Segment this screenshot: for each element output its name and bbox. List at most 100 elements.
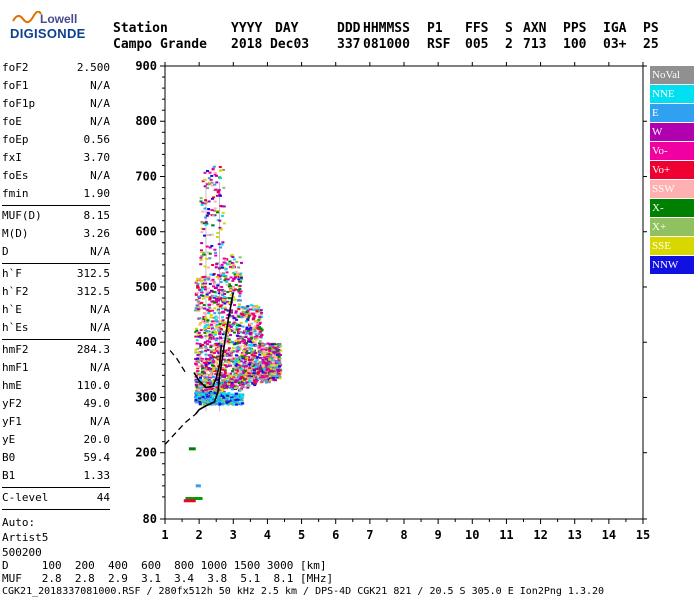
digisonde-logo: Lowell DIGISONDE xyxy=(6,8,106,48)
echo-point xyxy=(253,363,257,366)
echo-point xyxy=(259,335,263,338)
echo-point xyxy=(222,296,226,299)
echo-point xyxy=(229,311,233,314)
echo-point xyxy=(258,350,262,353)
echo-point xyxy=(211,328,215,331)
echo-point xyxy=(218,332,222,335)
param-row-clevel: C-level 44 xyxy=(2,489,110,507)
echo-point xyxy=(216,395,220,398)
echo-point xyxy=(223,350,227,353)
echo-point xyxy=(195,385,199,388)
echo-point xyxy=(242,314,246,317)
header-value-1: 2018 xyxy=(231,37,263,52)
echo-point xyxy=(235,363,239,366)
echo-point xyxy=(201,367,205,370)
echo-point xyxy=(255,362,259,365)
echo-point xyxy=(243,330,247,333)
param-value: 312.5 xyxy=(76,285,110,298)
echo-point xyxy=(204,377,208,380)
echo-point xyxy=(264,366,268,369)
echo-point xyxy=(195,291,199,294)
echo-point xyxy=(253,336,257,339)
echo-point xyxy=(230,261,234,264)
echo-point xyxy=(267,381,271,384)
echo-point xyxy=(250,340,254,343)
echo-point xyxy=(205,321,209,324)
echo-point xyxy=(212,360,216,363)
echo-point xyxy=(210,323,214,326)
echo-point xyxy=(210,209,214,212)
echo-point xyxy=(235,403,239,406)
echo-point xyxy=(238,388,242,391)
echo-point xyxy=(245,352,249,355)
echo-point xyxy=(202,234,206,237)
echo-point xyxy=(238,292,242,295)
echo-point xyxy=(214,361,218,364)
echo-point xyxy=(250,379,254,382)
echo-point xyxy=(205,323,209,326)
echo-point xyxy=(260,374,264,377)
echo-point xyxy=(256,337,260,340)
echo-point xyxy=(200,227,204,230)
echo-point xyxy=(211,345,215,348)
echo-point xyxy=(207,183,211,186)
echo-point xyxy=(271,355,275,358)
echo-point xyxy=(215,194,219,197)
echo-point xyxy=(222,186,226,189)
echo-point xyxy=(260,351,264,354)
echo-point xyxy=(207,400,211,403)
echo-point xyxy=(224,275,228,278)
echo-point xyxy=(258,317,262,320)
echo-point xyxy=(279,369,283,372)
echo-point xyxy=(213,307,217,310)
echo-point xyxy=(208,171,212,174)
echo-point xyxy=(199,383,203,386)
echo-point xyxy=(248,361,252,364)
echo-point xyxy=(208,341,212,344)
echo-point xyxy=(217,283,221,286)
echo-point xyxy=(240,331,244,334)
echo-point xyxy=(279,349,283,352)
echo-point xyxy=(221,301,225,304)
echo-point xyxy=(208,296,212,299)
echo-point xyxy=(241,357,245,360)
echo-point xyxy=(219,336,223,339)
echo-point xyxy=(198,402,202,405)
echo-point xyxy=(215,297,219,300)
echo-point xyxy=(207,208,211,211)
echo-point xyxy=(251,306,255,309)
echo-point xyxy=(210,303,214,306)
echo-point xyxy=(206,363,210,366)
echo-point xyxy=(259,327,263,330)
header-value-0: Campo Grande xyxy=(113,37,207,52)
echo-point xyxy=(230,396,234,399)
param-divider xyxy=(2,205,110,206)
echo-point xyxy=(215,262,219,265)
echo-point xyxy=(272,351,276,354)
echo-point xyxy=(204,363,208,366)
echo-point xyxy=(231,347,235,350)
param-value: N/A xyxy=(90,303,110,316)
echo-point xyxy=(206,388,210,391)
echo-point xyxy=(252,308,256,311)
echo-point xyxy=(194,348,198,351)
echo-point xyxy=(194,331,198,334)
echo-point xyxy=(260,368,264,371)
echo-point xyxy=(272,377,276,380)
echo-point xyxy=(196,367,200,370)
param-row-d: D N/A xyxy=(2,243,110,261)
echo-point xyxy=(201,294,205,297)
echo-point xyxy=(259,316,263,319)
echo-point xyxy=(261,353,265,356)
echo-point xyxy=(199,249,203,252)
echo-point xyxy=(258,353,262,356)
echo-point xyxy=(258,345,262,348)
echo-point xyxy=(257,326,261,329)
echo-point xyxy=(223,376,227,379)
echo-point xyxy=(218,193,222,196)
echo-point xyxy=(275,346,279,349)
echo-point xyxy=(207,330,211,333)
param-row-mufd: MUF(D) 8.15 xyxy=(2,207,110,225)
echo-point xyxy=(236,366,240,369)
echo-point xyxy=(258,330,262,333)
